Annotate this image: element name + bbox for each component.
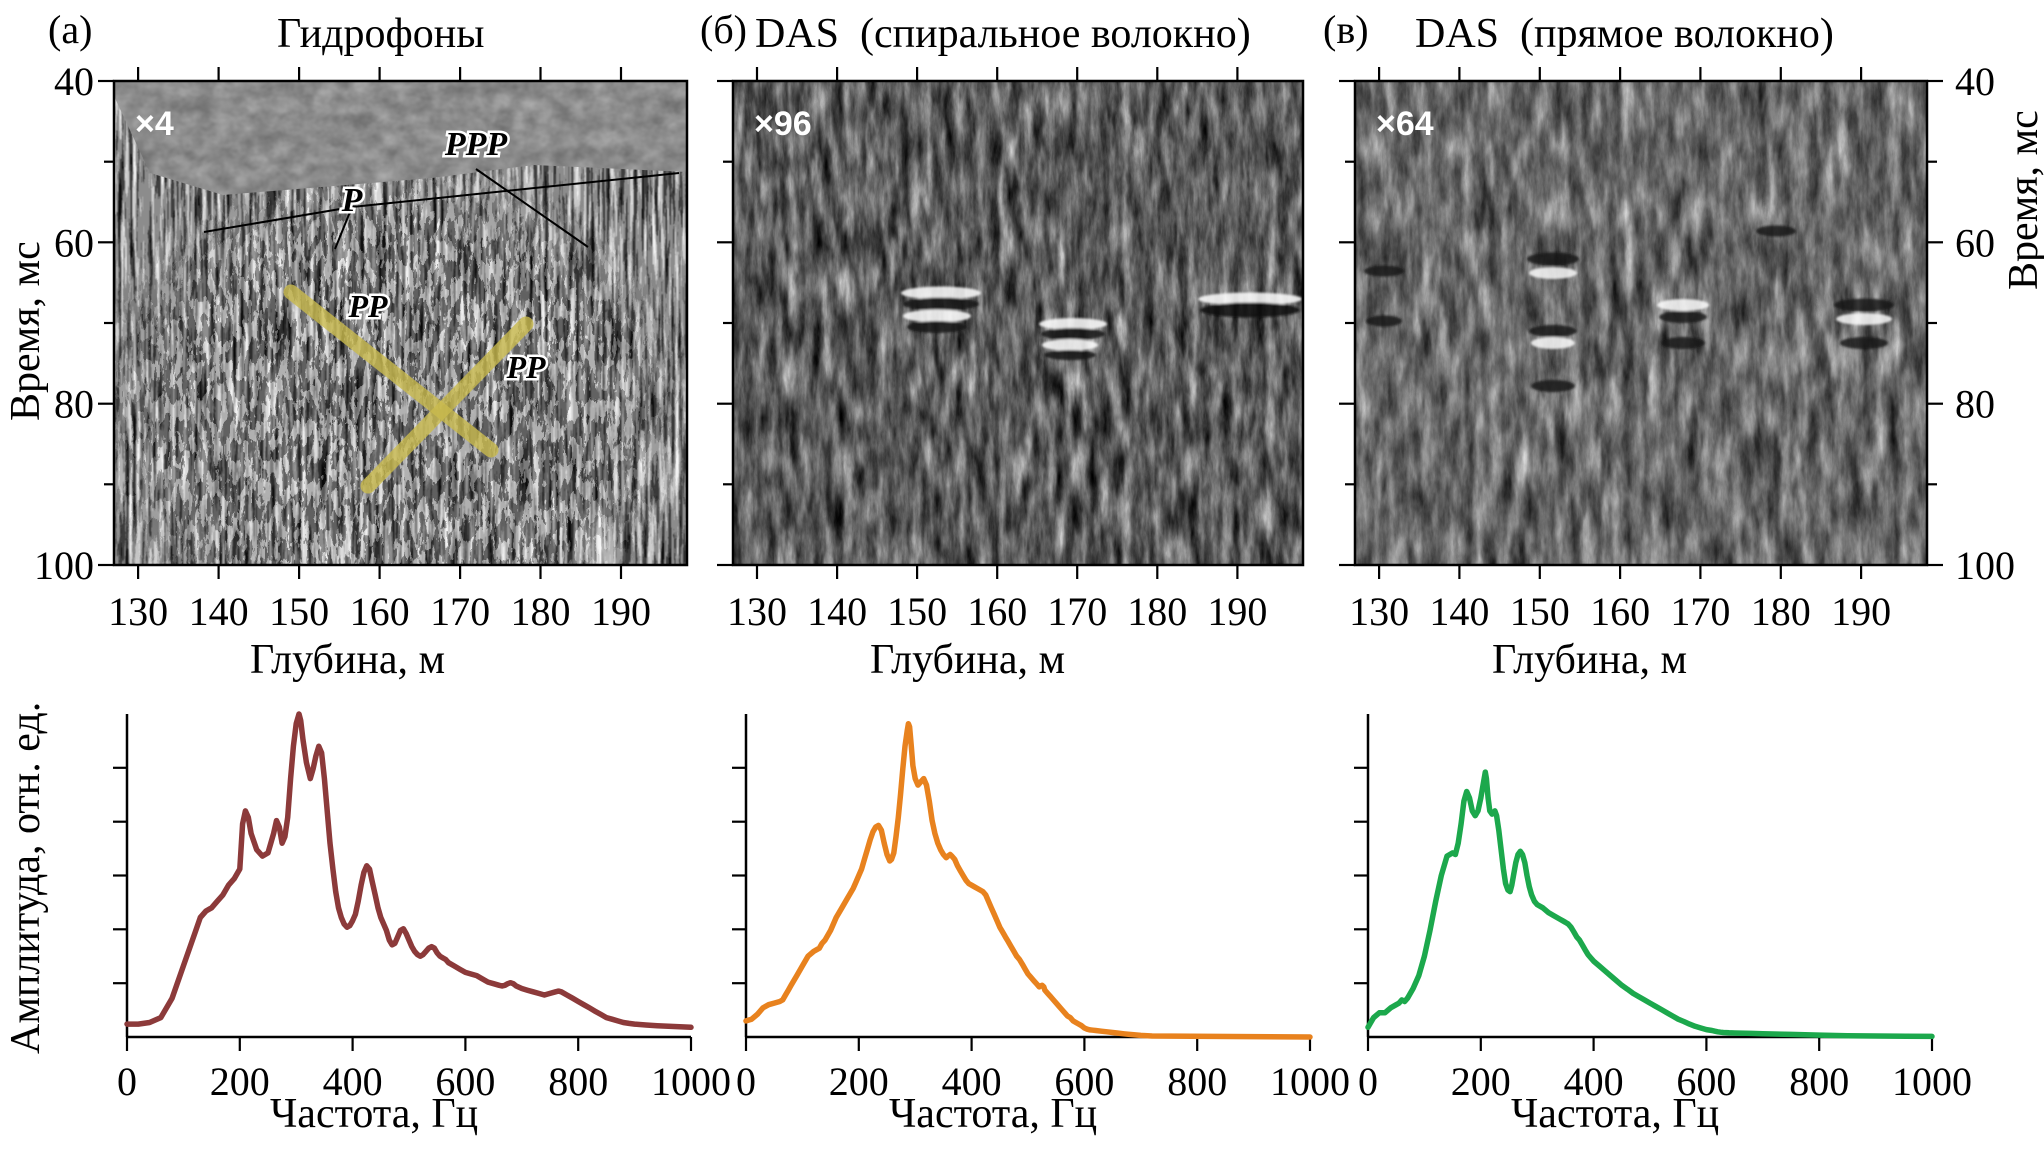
svg-text:160: 160 [350,589,410,634]
svg-text:0: 0 [117,1059,137,1104]
svg-text:800: 800 [548,1059,608,1104]
svg-text:140: 140 [807,589,867,634]
svg-text:80: 80 [1955,382,1995,427]
svg-text:170: 170 [1047,589,1107,634]
svg-text:100: 100 [1955,543,2015,588]
svg-text:160: 160 [967,589,1027,634]
svg-text:PP: PP [347,288,388,324]
svg-text:200: 200 [210,1059,270,1104]
svg-text:1000: 1000 [1892,1059,1972,1104]
svg-text:0: 0 [1358,1059,1378,1104]
svg-text:40: 40 [1955,59,1995,104]
svg-text:190: 190 [591,589,651,634]
svg-text:180: 180 [511,589,571,634]
svg-text:PP: PP [505,349,546,385]
svg-text:200: 200 [829,1059,889,1104]
svg-text:140: 140 [1429,589,1489,634]
svg-text:80: 80 [54,382,94,427]
svg-text:800: 800 [1789,1059,1849,1104]
svg-text:PPP: PPP [444,126,508,163]
svg-text:130: 130 [108,589,168,634]
svg-text:190: 190 [1831,589,1891,634]
svg-text:0: 0 [736,1059,756,1104]
svg-text:190: 190 [1207,589,1267,634]
svg-text:160: 160 [1590,589,1650,634]
svg-text:200: 200 [1451,1059,1511,1104]
svg-text:180: 180 [1127,589,1187,634]
svg-text:130: 130 [1349,589,1409,634]
svg-text:150: 150 [269,589,329,634]
svg-text:1000: 1000 [651,1059,731,1104]
svg-text:800: 800 [1167,1059,1227,1104]
svg-text:150: 150 [887,589,947,634]
svg-text:140: 140 [189,589,249,634]
svg-text:1000: 1000 [1270,1059,1350,1104]
svg-text:60: 60 [1955,220,1995,265]
svg-text:170: 170 [430,589,490,634]
svg-text:100: 100 [34,543,94,588]
svg-text:40: 40 [54,59,94,104]
svg-text:P: P [341,182,363,219]
svg-text:180: 180 [1751,589,1811,634]
svg-text:60: 60 [54,220,94,265]
svg-text:170: 170 [1670,589,1730,634]
svg-text:130: 130 [727,589,787,634]
svg-text:150: 150 [1510,589,1570,634]
